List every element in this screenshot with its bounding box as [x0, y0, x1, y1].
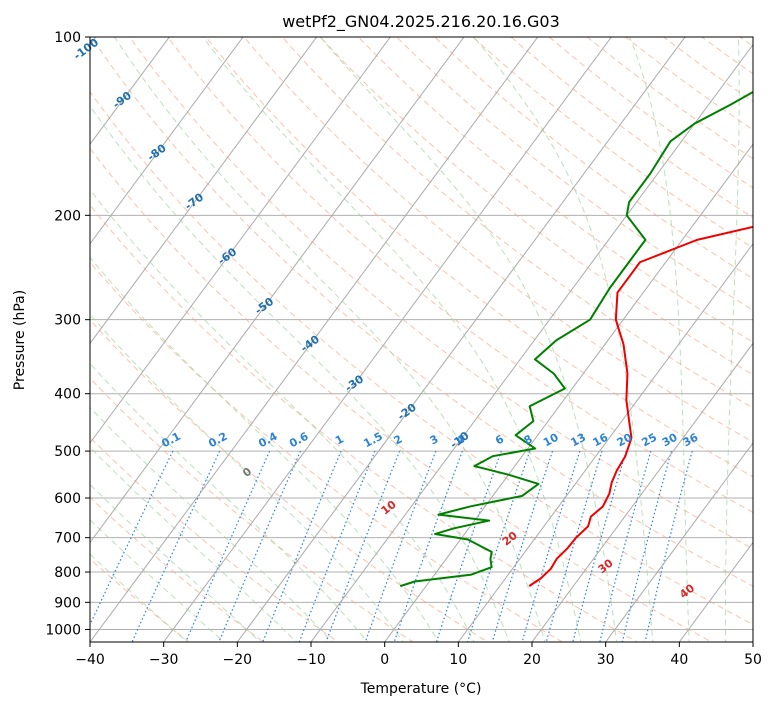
isotherm-line — [384, 143, 753, 642]
isotherm-line — [236, 37, 686, 642]
y-tick-label: 700 — [54, 531, 81, 547]
dry-adiabat-line — [243, 37, 753, 443]
moist-adiabat-line — [629, 37, 690, 642]
isotherm-line — [90, 37, 318, 345]
isotherm-line — [90, 37, 539, 642]
mixing-ratio-label: 36 — [681, 431, 701, 450]
x-tick-label: −40 — [75, 652, 105, 668]
background-lines — [90, 37, 753, 642]
dry-adiabat-line — [472, 37, 753, 249]
dry-adiabat-line — [90, 147, 713, 642]
mixing-ratio-line — [90, 450, 174, 626]
isotherm-line — [457, 242, 753, 642]
dry-adiabat-line — [90, 261, 564, 642]
moist-adiabat-line — [90, 553, 189, 642]
isotherm-line — [90, 37, 465, 544]
mixing-ratio-line — [644, 450, 693, 642]
isotherm-line — [163, 37, 612, 642]
plot-frame — [89, 36, 754, 643]
moist-adiabat-line — [90, 519, 225, 642]
dry-adiabat-line — [319, 37, 753, 376]
moist-adiabat-line — [724, 37, 740, 642]
x-axis-label: Temperature (°C) — [360, 681, 482, 697]
isotherm-line — [531, 342, 753, 642]
dry-adiabat-line — [281, 37, 753, 409]
isotherm-line — [678, 541, 753, 642]
mixing-ratio-label: 30 — [660, 431, 680, 450]
x-tick-label: 50 — [744, 652, 762, 668]
mixing-ratio-line — [131, 450, 221, 642]
moist-adiabat-line — [90, 483, 261, 642]
x-tick-label: 0 — [380, 652, 389, 668]
dry-adiabat-line — [167, 37, 753, 514]
y-tick-label: 600 — [54, 491, 81, 507]
moist-adiabat-line — [473, 37, 654, 642]
moist-adiabat-line — [90, 105, 510, 642]
y-axis-ticks: 100 200 300 400 500 600 700 800 900 1000 — [45, 30, 90, 638]
x-tick-label: −10 — [296, 652, 326, 668]
y-tick-label: 200 — [54, 208, 81, 224]
mixing-ratio-line — [393, 450, 463, 642]
y-tick-label: 800 — [54, 565, 81, 581]
isotherm-line — [605, 442, 753, 642]
dry-adiabat-line — [624, 37, 753, 131]
dry-adiabat-line — [586, 37, 753, 160]
chart-title: wetPf2_GN04.2025.216.20.16.G03 — [282, 12, 560, 32]
plot-area — [90, 37, 753, 642]
y-tick-label: 1000 — [45, 622, 81, 638]
dewpoint-profile-line — [399, 90, 753, 588]
y-tick-label: 900 — [54, 595, 81, 611]
x-tick-label: 30 — [597, 652, 615, 668]
x-axis-ticks: −40 −30 −20 −10 0 10 20 30 40 50 — [75, 642, 762, 668]
mixing-ratio-line — [325, 450, 401, 642]
x-tick-label: 40 — [670, 652, 688, 668]
dry-adiabat-line — [128, 37, 753, 550]
dry-adiabat-line — [395, 37, 753, 311]
mixing-ratio-label: 13 — [568, 431, 588, 450]
isotherm-line — [90, 37, 391, 444]
x-tick-label: −30 — [149, 652, 179, 668]
moist-adiabat-line — [90, 188, 475, 642]
moist-adiabat-line — [202, 37, 582, 642]
y-tick-label: 400 — [54, 387, 81, 403]
profile-lines — [399, 90, 753, 588]
mixing-ratio-line — [435, 450, 502, 642]
y-axis-label: Pressure (hPa) — [12, 290, 28, 390]
moist-adiabat-line — [90, 362, 369, 642]
mixing-ratio-line — [262, 450, 342, 642]
isotherm-line — [90, 37, 170, 146]
isotherm-line — [310, 43, 753, 642]
mixing-ratio-label: 20 — [615, 431, 635, 450]
mixing-ratio-label: 10 — [541, 431, 561, 450]
mixing-ratio-line — [364, 450, 437, 642]
x-tick-label: −20 — [223, 652, 253, 668]
dry-adiabat-line — [510, 37, 753, 219]
dry-adiabat-line — [357, 37, 753, 343]
mixing-ratio-label: 25 — [639, 431, 659, 450]
moist-adiabat-line — [90, 313, 404, 642]
moist-adiabat-line — [113, 37, 546, 642]
x-tick-label: 10 — [449, 652, 467, 668]
isotherm-line — [90, 37, 244, 245]
y-tick-label: 100 — [54, 30, 81, 46]
temperature-profile-line — [528, 225, 753, 587]
moist-adiabat-line — [319, 37, 618, 642]
y-tick-label: 300 — [54, 313, 81, 329]
mixing-ratio-line — [621, 450, 672, 642]
y-tick-label: 500 — [54, 444, 81, 460]
x-tick-label: 20 — [523, 652, 541, 668]
dry-adiabat-line — [90, 37, 753, 587]
mixing-ratio-label: 16 — [591, 431, 611, 450]
mixing-ratio-line — [599, 450, 652, 642]
dry-adiabat-line — [90, 319, 489, 642]
